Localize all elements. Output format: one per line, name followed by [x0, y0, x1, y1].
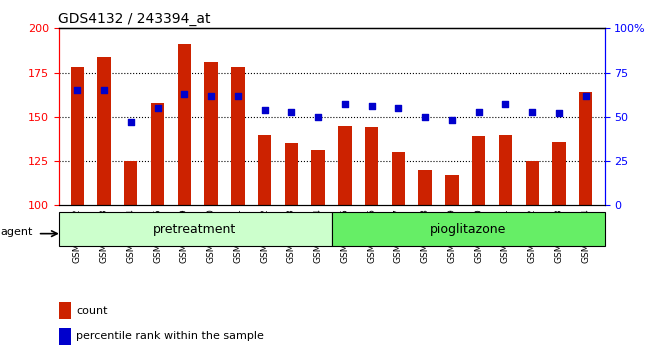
Point — [152, 105, 162, 111]
Bar — [499, 135, 512, 205]
Point — [554, 110, 564, 116]
Bar — [472, 136, 486, 205]
Point — [447, 118, 457, 123]
Bar — [311, 150, 325, 205]
Text: GDS4132 / 243394_at: GDS4132 / 243394_at — [58, 12, 211, 26]
Point — [125, 119, 136, 125]
Point — [367, 103, 377, 109]
Point — [259, 107, 270, 113]
Bar — [71, 67, 84, 205]
Point — [233, 93, 243, 98]
Bar — [58, 302, 71, 319]
Point — [99, 87, 109, 93]
Bar — [526, 161, 539, 205]
Bar — [58, 212, 332, 246]
Point — [580, 93, 591, 98]
Point — [72, 87, 83, 93]
Bar — [285, 143, 298, 205]
Bar — [98, 57, 111, 205]
Bar — [579, 92, 592, 205]
Text: agent: agent — [0, 227, 32, 236]
Text: count: count — [77, 306, 108, 316]
Bar — [332, 212, 604, 246]
Bar — [258, 135, 271, 205]
Bar — [338, 126, 352, 205]
Text: pretreatment: pretreatment — [153, 223, 237, 236]
Point — [420, 114, 430, 120]
Bar — [445, 175, 459, 205]
Bar — [552, 142, 566, 205]
Point — [340, 102, 350, 107]
Point — [313, 114, 323, 120]
Point — [179, 91, 190, 97]
Bar — [419, 170, 432, 205]
Bar — [365, 127, 378, 205]
Bar — [58, 328, 71, 345]
Point — [527, 109, 538, 114]
Bar — [231, 67, 244, 205]
Point — [393, 105, 404, 111]
Bar — [151, 103, 164, 205]
Point — [500, 102, 511, 107]
Point — [206, 93, 216, 98]
Bar — [124, 161, 137, 205]
Bar — [392, 152, 405, 205]
Text: percentile rank within the sample: percentile rank within the sample — [77, 331, 265, 341]
Point — [286, 109, 296, 114]
Bar — [177, 44, 191, 205]
Text: pioglitazone: pioglitazone — [430, 223, 506, 236]
Point — [473, 109, 484, 114]
Bar — [204, 62, 218, 205]
